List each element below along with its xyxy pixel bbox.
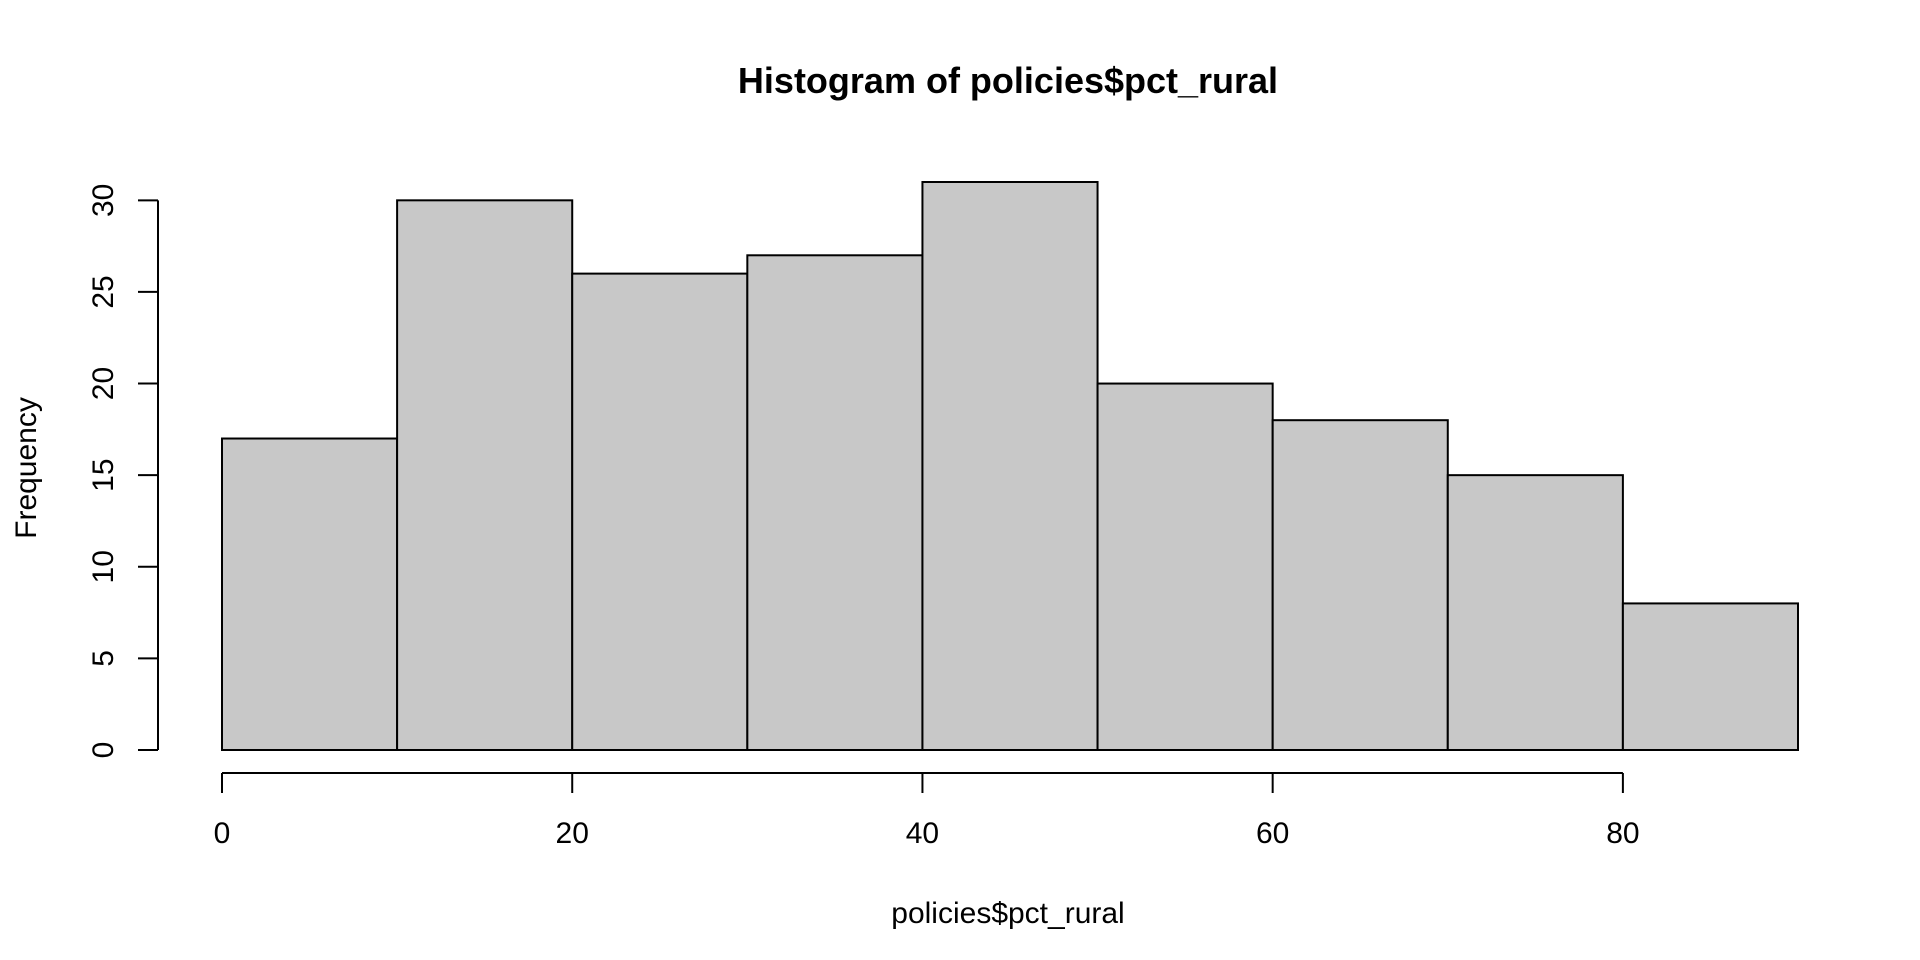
histogram-bar-6 [1271, 419, 1449, 751]
y-tick-label-6: 30 [87, 184, 120, 217]
y-tick-label-2: 10 [87, 550, 120, 583]
histogram-bar-2 [571, 272, 749, 751]
chart-title: Histogram of policies$pct_rural [738, 60, 1278, 101]
histogram-bar-5 [1096, 382, 1274, 751]
x-axis-label: policies$pct_rural [891, 897, 1124, 930]
x-tick-label-3: 60 [1256, 817, 1289, 850]
y-axis-label: Frequency [10, 397, 43, 539]
histogram-bar-8 [1621, 602, 1800, 752]
x-tick-label-2: 40 [906, 817, 939, 850]
x-tick-label-1: 20 [556, 817, 589, 850]
y-axis: 0 5 10 15 20 25 30 [87, 184, 159, 759]
histogram-bar-0 [221, 437, 399, 751]
x-tick-label-0: 0 [214, 817, 231, 850]
histogram-bar-7 [1446, 474, 1624, 751]
y-tick-label-5: 25 [87, 275, 120, 308]
histogram-bar-3 [746, 254, 924, 752]
x-axis: 0 20 40 60 80 [214, 772, 1640, 850]
x-tick-label-4: 80 [1606, 817, 1639, 850]
y-tick-label-1: 5 [87, 650, 120, 667]
bars-group [221, 181, 1800, 752]
histogram-bar-1 [396, 199, 574, 752]
y-tick-label-0: 0 [87, 742, 120, 759]
histogram-bar-4 [921, 181, 1099, 751]
y-tick-label-3: 15 [87, 458, 120, 491]
y-tick-label-4: 20 [87, 367, 120, 400]
